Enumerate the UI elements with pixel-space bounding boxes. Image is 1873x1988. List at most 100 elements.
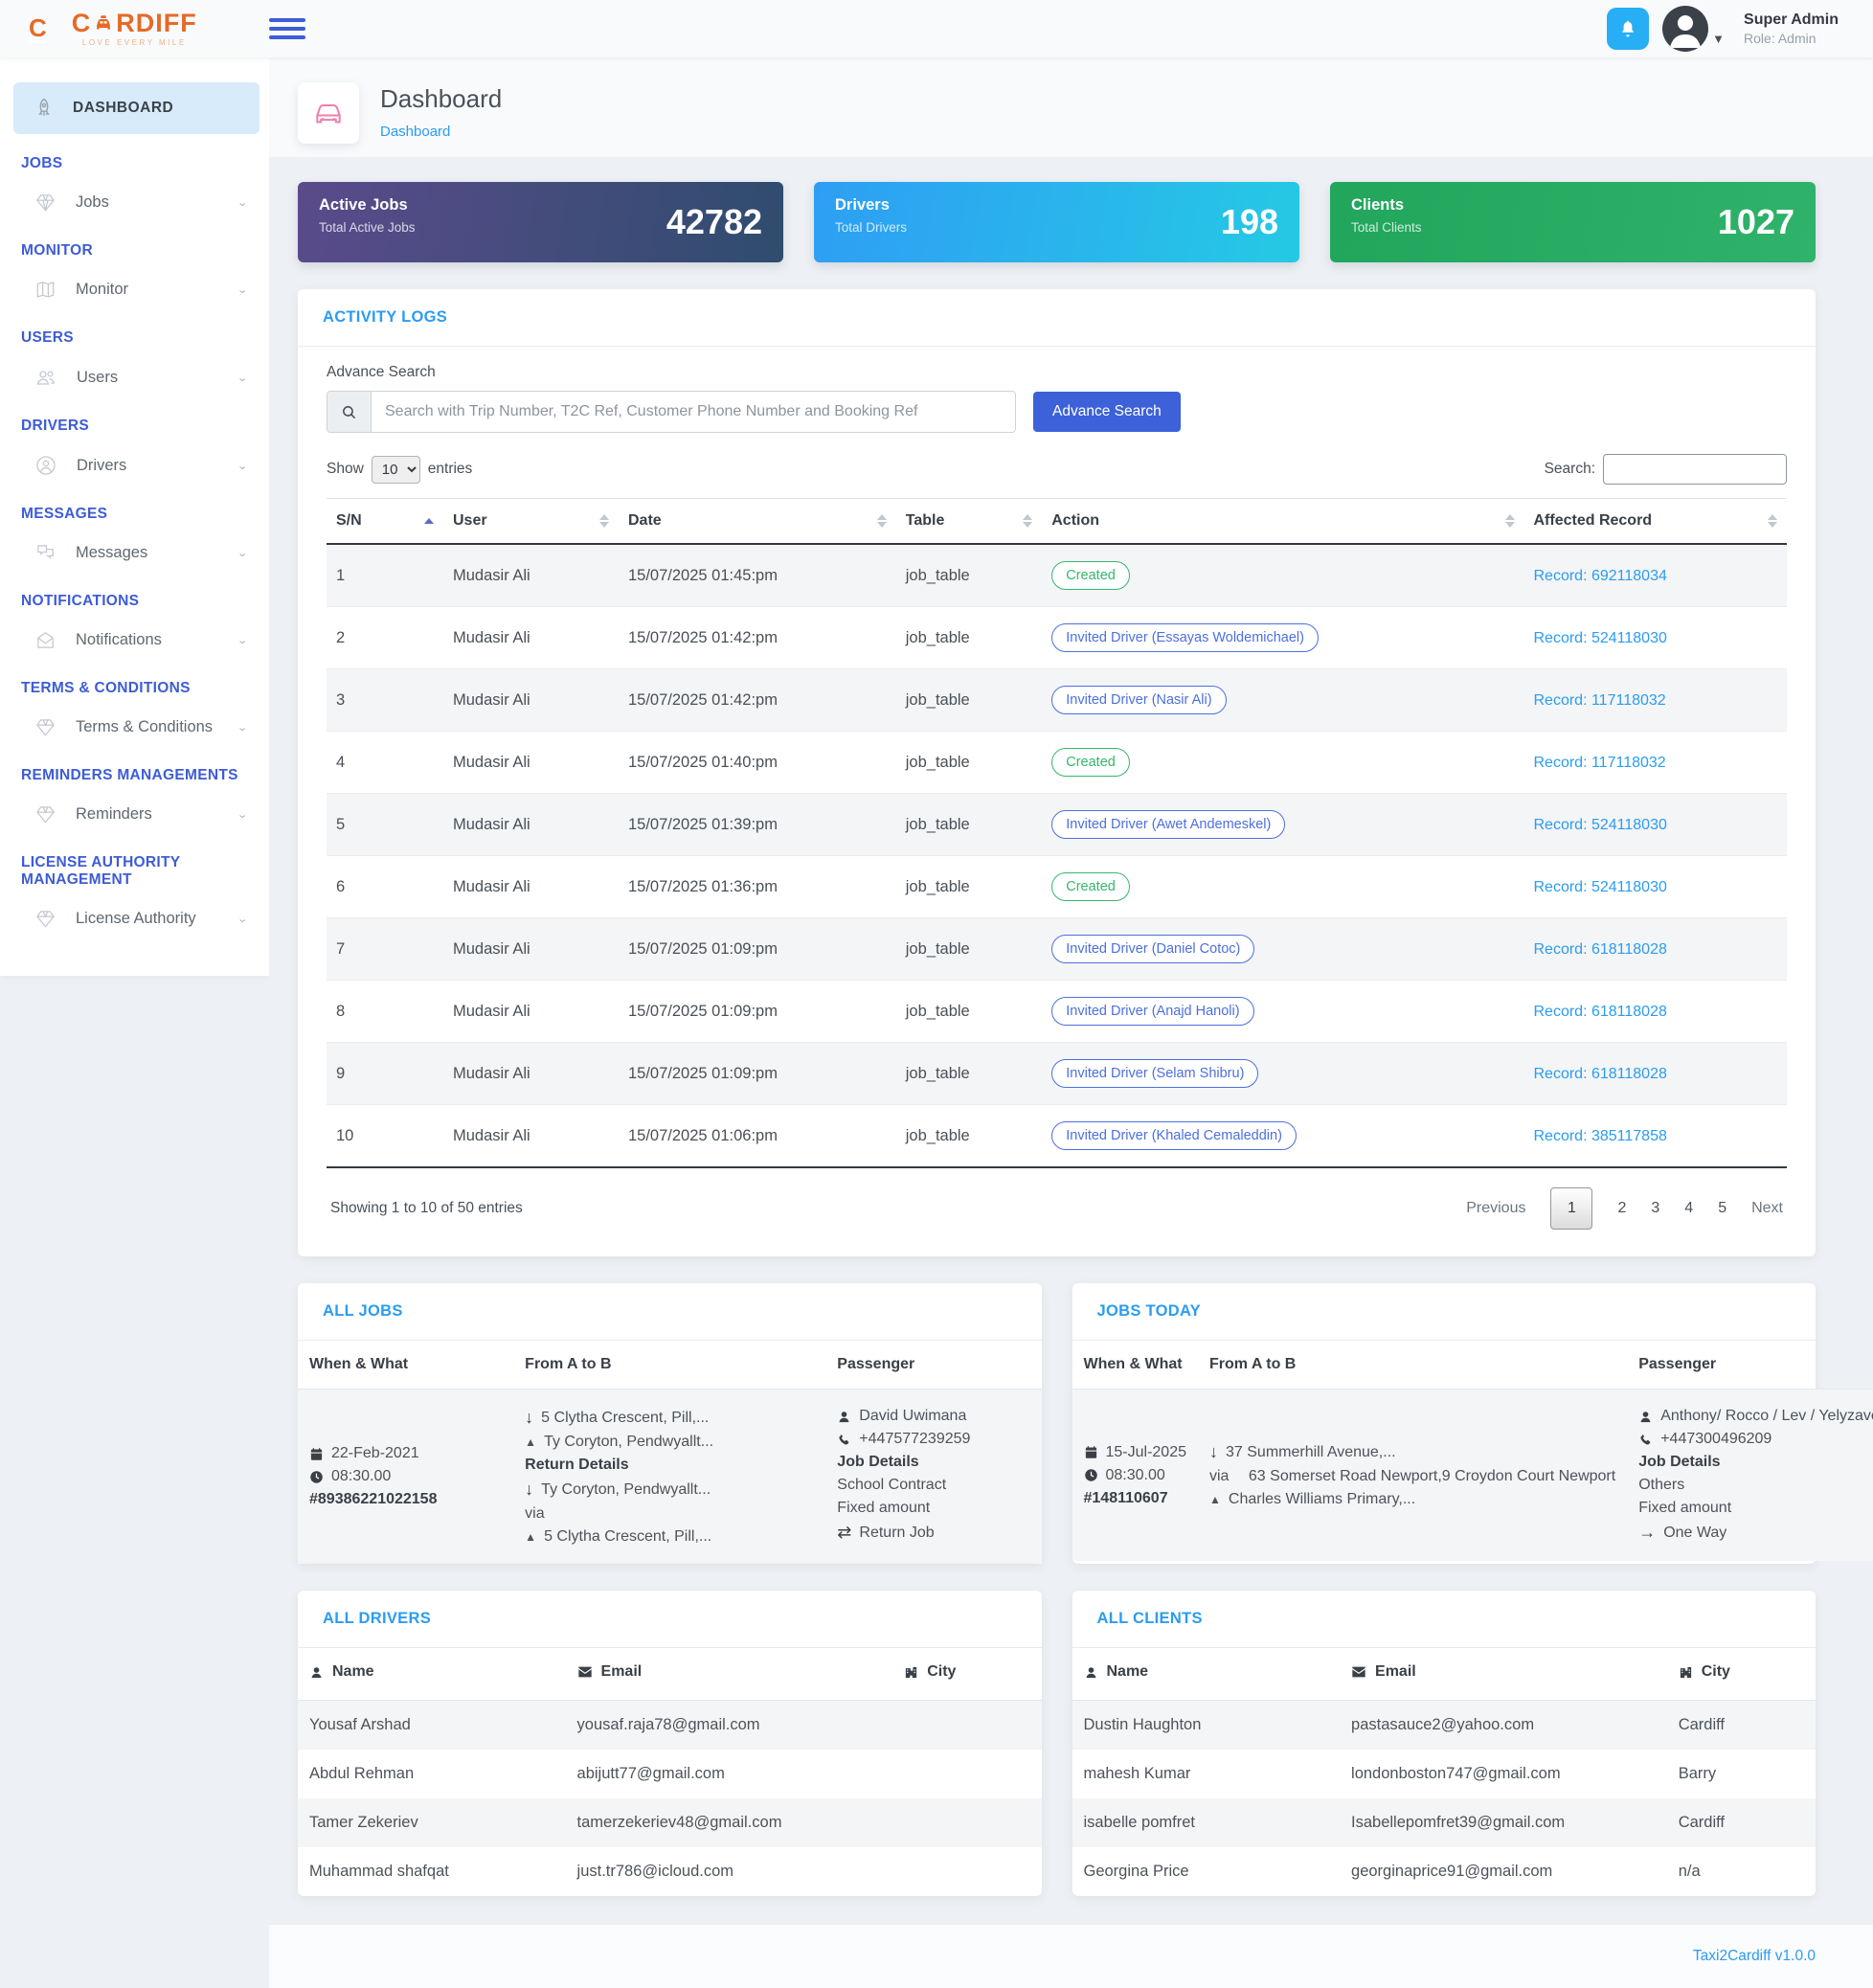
- app-version-link[interactable]: Taxi2Cardiff v1.0.0: [1693, 1948, 1816, 1964]
- sidebar-toggle-button[interactable]: [269, 14, 305, 43]
- job-row: 15-Jul-2025 08:30.00 #148110607 ↓37 Summ…: [1072, 1389, 1873, 1562]
- record-link[interactable]: Record: 618118028: [1534, 1066, 1667, 1082]
- sidebar-item-label: Users: [77, 369, 217, 387]
- pagination-page-3[interactable]: 3: [1651, 1200, 1659, 1217]
- sidebar-item-reminders[interactable]: Reminders ⌄: [0, 790, 269, 839]
- client-row: Georgina Price georginaprice91@gmail.com…: [1072, 1847, 1817, 1896]
- city-icon: [904, 1665, 918, 1680]
- users-icon: [34, 366, 57, 389]
- column-header-date[interactable]: Date: [619, 499, 896, 545]
- all-drivers-card: ALL DRIVERS Name Email City Yousaf Arsha: [298, 1591, 1042, 1896]
- column-header-route: From A to B: [1198, 1341, 1627, 1389]
- phone-icon: [1638, 1433, 1653, 1447]
- sidebar-item-label: Terms & Conditions: [76, 718, 217, 736]
- chevron-down-icon: ⌄: [237, 913, 248, 926]
- stat-title: Active Jobs: [319, 196, 416, 215]
- show-label: Show: [327, 461, 364, 478]
- notifications-bell-button[interactable]: [1607, 8, 1649, 50]
- pagination-previous[interactable]: Previous: [1466, 1200, 1525, 1217]
- pagination-page-4[interactable]: 4: [1684, 1200, 1693, 1217]
- sidebar-item-jobs[interactable]: Jobs ⌄: [0, 178, 269, 227]
- column-header-name: Name: [1107, 1663, 1149, 1681]
- trip-search-input[interactable]: [372, 392, 1015, 432]
- sidebar-item-label: Jobs: [76, 193, 217, 212]
- brand-mark: C: [29, 15, 47, 43]
- column-header-email: Email: [601, 1663, 643, 1681]
- footer: Taxi2Cardiff v1.0.0: [269, 1925, 1873, 1988]
- car-icon: [309, 94, 348, 132]
- stat-subtitle: Total Drivers: [835, 220, 907, 235]
- all-jobs-card: ALL JOBS When & What From A to B Passeng…: [298, 1283, 1042, 1564]
- column-header-user[interactable]: User: [443, 499, 619, 545]
- map-icon: [34, 279, 56, 301]
- table-row: 6 Mudasir Ali 15/07/2025 01:36:pm job_ta…: [327, 856, 1787, 918]
- table-row: 3 Mudasir Ali 15/07/2025 01:42:pm job_ta…: [327, 669, 1787, 732]
- stat-title: Clients: [1351, 196, 1422, 215]
- sidebar-item-terms[interactable]: Terms & Conditions ⌄: [0, 703, 269, 752]
- chevron-down-icon: ⌄: [237, 634, 248, 647]
- driver-row: Muhammad shafqat just.tr786@icloud.com: [298, 1847, 1042, 1896]
- sidebar-item-license-authority[interactable]: License Authority ⌄: [0, 894, 269, 943]
- sidebar-section-reminders: REMINDERS MANAGEMENTS: [0, 752, 269, 790]
- entries-label: entries: [428, 461, 473, 478]
- stat-subtitle: Total Clients: [1351, 220, 1422, 235]
- sidebar-item-label: License Authority: [76, 910, 217, 928]
- user-menu[interactable]: ▼: [1662, 6, 1725, 52]
- sidebar-item-drivers[interactable]: Drivers ⌄: [0, 441, 269, 490]
- breadcrumb[interactable]: Dashboard: [380, 124, 502, 140]
- table-search-input[interactable]: [1603, 454, 1787, 485]
- brand-word-left: C: [72, 11, 92, 36]
- messages-icon: [34, 542, 56, 564]
- brand-word-right: RDIFF: [116, 11, 196, 36]
- sidebar-item-dashboard[interactable]: DASHBOARD: [13, 82, 260, 134]
- sidebar-item-users[interactable]: Users ⌄: [0, 352, 269, 402]
- pagination-page-5[interactable]: 5: [1718, 1200, 1726, 1217]
- column-header-action[interactable]: Action: [1042, 499, 1523, 545]
- action-badge: Invited Driver (Awet Andemeskel): [1051, 810, 1285, 839]
- page-size-select[interactable]: 10: [372, 456, 420, 484]
- record-link[interactable]: Record: 692118034: [1534, 568, 1667, 584]
- column-header-route: From A to B: [513, 1341, 825, 1389]
- sidebar-item-notifications[interactable]: Notifications ⌄: [0, 616, 269, 665]
- driver-row: Tamer Zekeriev tamerzekeriev48@gmail.com: [298, 1798, 1042, 1847]
- stat-subtitle: Total Active Jobs: [319, 220, 416, 235]
- rocket-icon: [33, 97, 56, 120]
- pagination-page-2[interactable]: 2: [1617, 1200, 1626, 1217]
- sidebar-section-users: USERS: [0, 314, 269, 352]
- record-link[interactable]: Record: 117118032: [1534, 692, 1666, 709]
- chevron-down-icon: ▼: [1712, 32, 1725, 52]
- clock-icon: [1084, 1468, 1098, 1482]
- column-header-affected-record[interactable]: Affected Record: [1524, 499, 1788, 545]
- record-link[interactable]: Record: 524118030: [1534, 817, 1667, 833]
- record-link[interactable]: Record: 524118030: [1534, 630, 1667, 646]
- driver-row: Yousaf Arshad yousaf.raja78@gmail.com: [298, 1700, 1042, 1750]
- table-search-label: Search:: [1545, 461, 1595, 478]
- sidebar-item-label: Monitor: [76, 281, 217, 299]
- sidebar-item-messages[interactable]: Messages ⌄: [0, 529, 269, 577]
- sidebar-item-monitor[interactable]: Monitor ⌄: [0, 265, 269, 314]
- column-header-sn[interactable]: S/N: [327, 499, 443, 545]
- column-header-table[interactable]: Table: [896, 499, 1043, 545]
- pagination-next[interactable]: Next: [1751, 1200, 1783, 1217]
- chevron-down-icon: ⌄: [237, 547, 248, 560]
- chevron-down-icon: ⌄: [237, 721, 248, 734]
- brand-logo[interactable]: C C RDIFF LOVE EVERY MILE: [0, 11, 269, 47]
- passenger-icon: [837, 1410, 851, 1424]
- record-link[interactable]: Record: 524118030: [1534, 879, 1667, 895]
- stat-card-clients: Clients Total Clients 1027: [1330, 182, 1816, 262]
- job-ref: #148110607: [1084, 1487, 1187, 1510]
- column-header-email: Email: [1375, 1663, 1416, 1681]
- sidebar-item-label: Drivers: [77, 457, 217, 475]
- page-title: Dashboard: [380, 84, 502, 114]
- record-link[interactable]: Record: 385117858: [1534, 1128, 1667, 1144]
- column-header-when: When & What: [1072, 1341, 1199, 1389]
- record-link[interactable]: Record: 618118028: [1534, 1004, 1667, 1020]
- record-link[interactable]: Record: 618118028: [1534, 941, 1667, 958]
- chevron-down-icon: ⌄: [237, 459, 248, 472]
- clock-icon: [309, 1470, 324, 1484]
- advance-search-button[interactable]: Advance Search: [1033, 392, 1181, 432]
- chevron-down-icon: ⌄: [237, 808, 248, 822]
- pagination-page-1[interactable]: 1: [1550, 1187, 1592, 1230]
- stat-value: 198: [1221, 202, 1278, 242]
- record-link[interactable]: Record: 117118032: [1534, 755, 1666, 771]
